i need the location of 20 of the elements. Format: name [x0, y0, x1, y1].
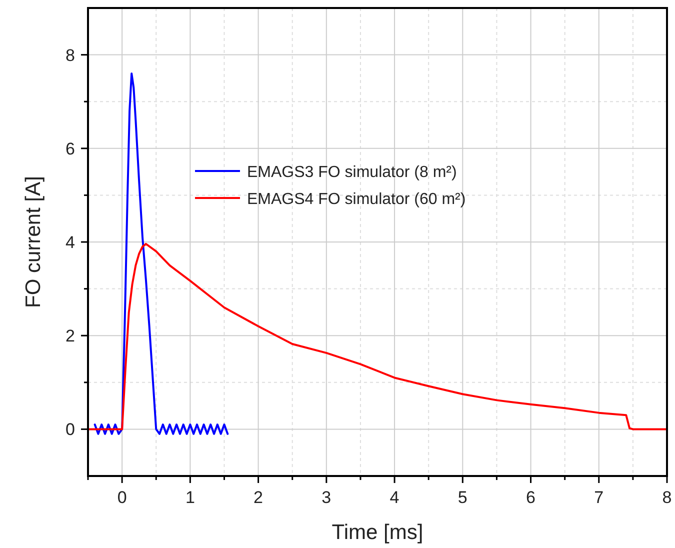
- x-tick-label: 2: [254, 488, 264, 507]
- x-tick-label: 8: [662, 488, 672, 507]
- x-tick-label: 7: [594, 488, 604, 507]
- x-tick-label: 3: [322, 488, 332, 507]
- y-tick-label: 6: [66, 139, 75, 158]
- line-series: [94, 72, 229, 435]
- y-tick-label: 2: [66, 326, 75, 346]
- x-tick-label: 6: [526, 488, 536, 507]
- x-tick-label: 0: [117, 488, 127, 507]
- y-axis-title: FO current [A]: [22, 176, 45, 308]
- y-tick-label: 4: [66, 233, 75, 252]
- legend-label: EMAGS3 FO simulator (8 m²): [247, 164, 457, 181]
- line-series: [87, 242, 668, 430]
- y-tick-label: 0: [66, 420, 75, 440]
- x-tick-label: 4: [390, 488, 400, 507]
- legend-label: EMAGS4 FO simulator (60 m²): [247, 191, 466, 208]
- x-tick-label: 5: [458, 488, 468, 507]
- x-tick-label: 1: [185, 488, 195, 507]
- x-axis-title: Time [ms]: [332, 521, 424, 544]
- y-tick-label: 8: [66, 46, 75, 65]
